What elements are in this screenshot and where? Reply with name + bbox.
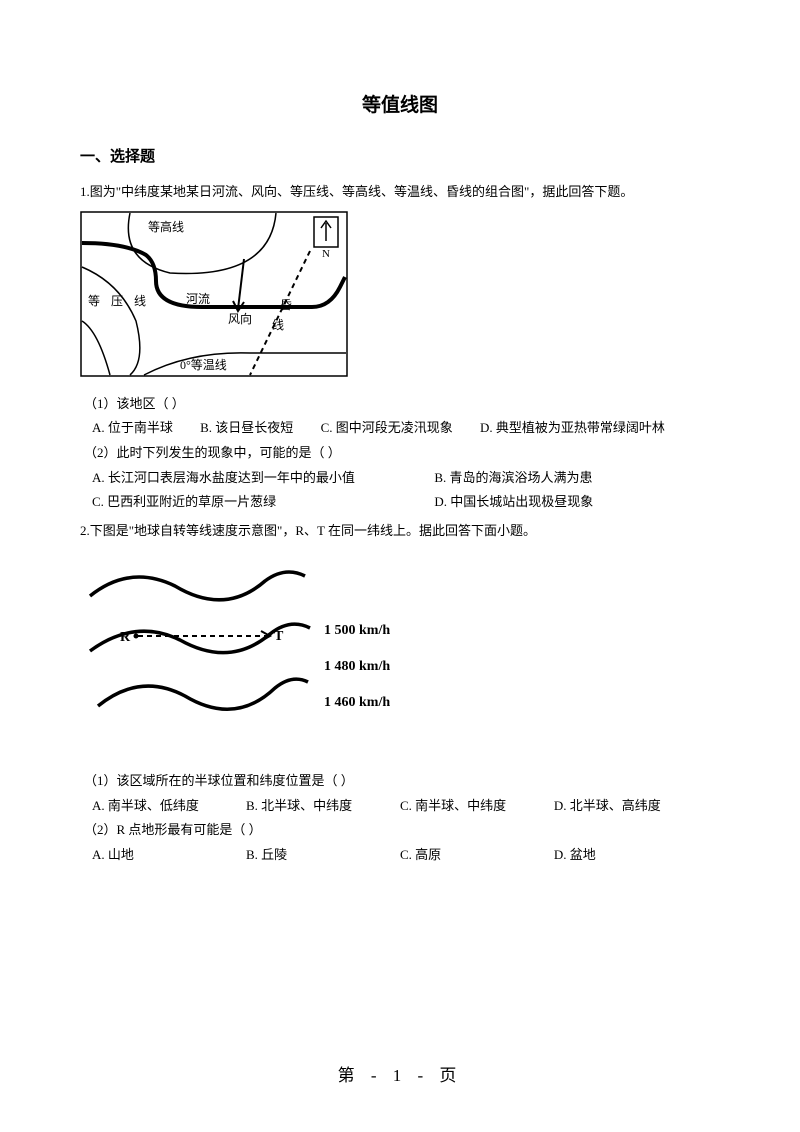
q1-sub2-opt-c: C. 巴西利亚附近的草原一片葱绿 [92,490,431,515]
q1-stem: 1.图为"中纬度某地某日河流、风向、等压线、等高线、等温线、昏线的组合图"，据此… [80,180,720,205]
page-footer: 第 - 1 - 页 [0,1061,800,1086]
v1-label: 1 500 km/h [324,623,390,638]
page-title: 等值线图 [80,90,720,117]
contour-label: 等高线 [148,219,184,234]
q2-sub2-opt-d: D. 盆地 [554,843,705,868]
q1-sub2-opt-b: B. 青岛的海滨浴场人满为患 [434,466,592,491]
q1-sub1-options: A. 位于南半球 B. 该日昼长夜短 C. 图中河段无凌汛现象 D. 典型植被为… [80,416,720,441]
v2-label: 1 480 km/h [324,659,390,674]
wind-label: 风向 [228,311,252,326]
q1-sub1-opt-c: C. 图中河段无凌汛现象 [321,416,453,441]
isotherm-label: 0°等温线 [180,358,227,372]
q1-sub2-options: A. 长江河口表层海水盐度达到一年中的最小值 B. 青岛的海滨浴场人满为患 C.… [80,466,720,515]
q1-figure: N 等高线 等 压 线 河流 风向 昏 线 0°等温线 [80,211,720,382]
q1-sub1-opt-b: B. 该日昼长夜短 [200,416,293,441]
q1-sub1-opt-d: D. 典型植被为亚热带常绿阔叶林 [480,416,665,441]
q2-sub2-opt-b: B. 丘陵 [246,843,397,868]
q1-sub2-opt-d: D. 中国长城站出现极昼现象 [434,490,593,515]
q2-sub1-opt-a: A. 南半球、低纬度 [92,794,243,819]
q2-sub1-options: A. 南半球、低纬度 B. 北半球、中纬度 C. 南半球、中纬度 D. 北半球、… [80,794,720,819]
t-label: T [274,629,284,644]
q1-sub1-opt-a: A. 位于南半球 [92,416,173,441]
q2-sub1-opt-d: D. 北半球、高纬度 [554,794,705,819]
q2-sub2-prompt: （2）R 点地形最有可能是（ ） [80,818,720,843]
q2-stem: 2.下图是"地球自转等线速度示意图"，R、T 在同一纬线上。据此回答下面小题。 [80,519,720,544]
q2-figure: R T 1 500 km/h 1 480 km/h 1 460 km/h [80,556,720,751]
q2-sub1-prompt: （1）该区域所在的半球位置和纬度位置是（ ） [80,769,720,794]
q2-sub1-opt-c: C. 南半球、中纬度 [400,794,551,819]
q2-sub2-options: A. 山地 B. 丘陵 C. 高原 D. 盆地 [80,843,720,868]
v3-label: 1 460 km/h [324,695,390,710]
q2-sub2-opt-a: A. 山地 [92,843,243,868]
north-label: N [322,248,330,260]
q2-sub1-opt-b: B. 北半球、中纬度 [246,794,397,819]
q2-sub2-opt-c: C. 高原 [400,843,551,868]
q1-sub2-opt-a: A. 长江河口表层海水盐度达到一年中的最小值 [92,466,431,491]
q1-sub2-prompt: （2）此时下列发生的现象中，可能的是（ ） [80,441,720,466]
section-heading: 一、选择题 [80,145,720,166]
isobar-label: 等 压 线 [88,294,150,308]
q1-sub1-prompt: （1）该地区（ ） [80,392,720,417]
terminator-label2: 线 [272,318,284,332]
terminator-label1: 昏 [280,298,292,312]
r-label: R [120,630,131,645]
river-label: 河流 [186,292,210,306]
